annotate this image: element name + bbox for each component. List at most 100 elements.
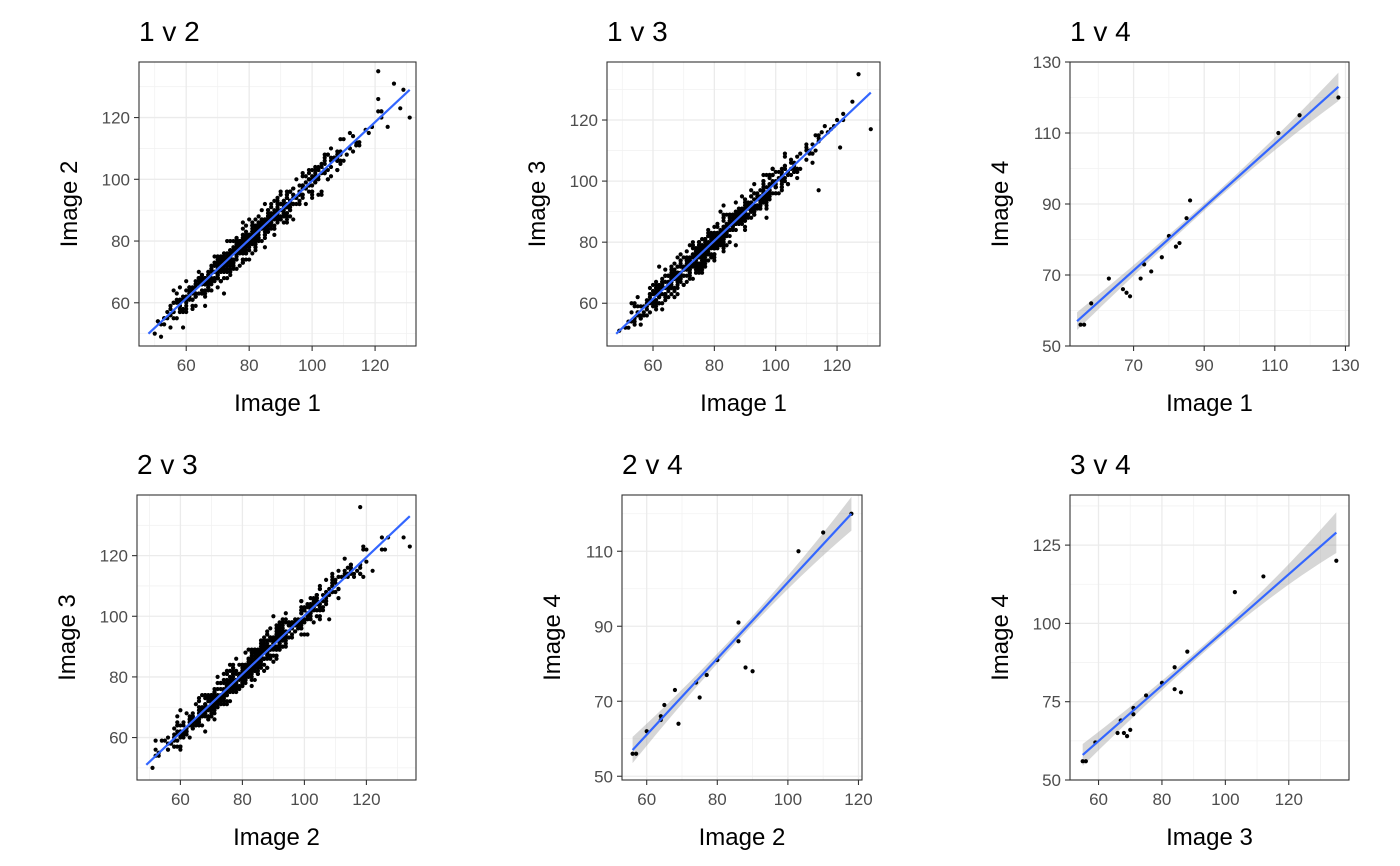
data-point (742, 224, 748, 229)
data-point (284, 195, 290, 200)
x-axis-label: Image 1 (234, 390, 321, 417)
data-point (379, 535, 384, 540)
data-point (310, 189, 315, 194)
data-point (798, 166, 803, 171)
data-point (704, 672, 709, 678)
data-point (690, 246, 695, 251)
data-point (174, 297, 179, 302)
data-point (699, 270, 705, 275)
data-point (212, 279, 217, 284)
data-point (152, 331, 157, 336)
data-point (240, 677, 245, 683)
data-point (193, 282, 198, 287)
data-point (231, 665, 236, 670)
data-point (256, 235, 261, 241)
data-point (209, 708, 214, 713)
data-point (684, 258, 689, 263)
data-point (234, 656, 239, 661)
data-point (302, 617, 307, 622)
data-point (776, 191, 781, 196)
data-point (721, 233, 726, 239)
data-point (265, 229, 271, 234)
data-point (231, 260, 236, 265)
data-point (1159, 255, 1164, 260)
data-point (268, 638, 273, 643)
data-point (788, 157, 794, 162)
data-point (275, 220, 280, 225)
data-point (262, 235, 268, 241)
data-point (796, 549, 801, 554)
data-point (253, 217, 258, 222)
panel-title: 3 v 4 (1070, 449, 1131, 480)
data-point (237, 683, 242, 689)
data-point (675, 291, 680, 297)
data-point (721, 212, 726, 217)
data-point (816, 136, 821, 141)
data-point (699, 255, 705, 260)
data-point (274, 644, 279, 649)
data-point (227, 699, 233, 704)
data-point (269, 223, 274, 228)
data-point (703, 255, 708, 260)
data-point (697, 695, 702, 700)
data-point (212, 711, 217, 716)
data-point (184, 303, 189, 308)
data-point (227, 674, 233, 680)
data-point (215, 702, 220, 707)
data-point (212, 705, 217, 710)
data-point (171, 300, 176, 305)
data-point (247, 248, 252, 253)
data-point (237, 686, 242, 692)
y-tick-label: 60 (579, 294, 598, 313)
data-point (218, 680, 223, 686)
data-point (706, 227, 711, 233)
data-point (196, 720, 202, 725)
data-point (1336, 95, 1341, 100)
data-point (715, 243, 720, 248)
data-point (663, 267, 668, 272)
y-tick-label: 120 (100, 547, 128, 566)
data-point (240, 683, 245, 689)
data-point (391, 81, 397, 86)
data-point (330, 574, 335, 579)
data-point (203, 303, 208, 308)
data-point (743, 665, 748, 670)
regression-line (145, 515, 411, 766)
data-point (181, 720, 186, 725)
data-point (172, 744, 177, 749)
data-point (178, 735, 183, 740)
data-point (289, 632, 295, 637)
data-point (299, 626, 304, 631)
points (152, 69, 412, 339)
data-point (175, 729, 180, 734)
data-point (653, 285, 659, 291)
data-point (641, 310, 646, 315)
data-point (224, 699, 229, 704)
data-point (727, 233, 732, 239)
data-point (240, 220, 245, 225)
data-point (322, 152, 327, 157)
data-point (663, 273, 668, 278)
data-point (249, 659, 254, 664)
x-tick-label: 60 (637, 790, 656, 809)
data-point (265, 208, 271, 213)
data-point (274, 653, 279, 658)
points (1078, 95, 1341, 327)
data-point (234, 254, 239, 259)
x-tick-label: 130 (1331, 356, 1359, 375)
x-axis-label: Image 2 (699, 824, 786, 851)
data-point (690, 264, 695, 269)
data-point (231, 238, 236, 244)
data-point (675, 285, 680, 291)
panel-4: 60 80 100 120 60 80 100 120 2 v 3 Image 2 Image 3 (54, 449, 417, 851)
data-point (274, 632, 279, 637)
data-point (215, 257, 220, 262)
data-point (215, 275, 220, 281)
data-point (231, 674, 236, 680)
panel-border (1069, 494, 1350, 781)
data-point (742, 197, 748, 202)
data-point (287, 204, 293, 210)
data-point (178, 747, 183, 752)
data-point (317, 617, 322, 622)
data-point (314, 592, 319, 598)
